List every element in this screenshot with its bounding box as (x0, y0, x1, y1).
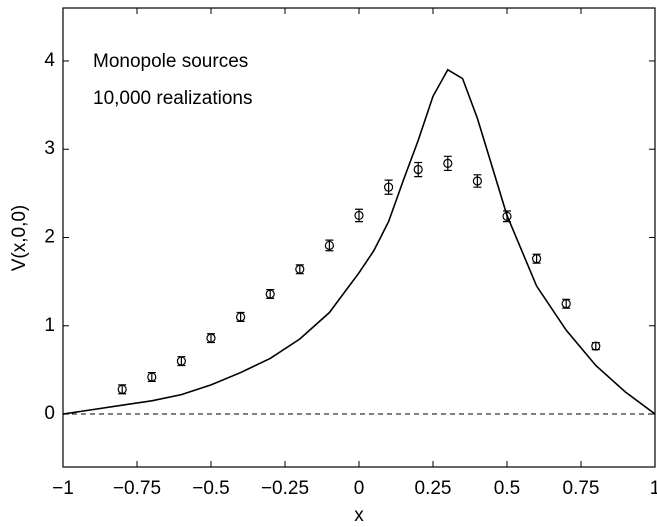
x-tick-label: 0 (354, 478, 365, 499)
x-tick-label: 1 (650, 478, 657, 499)
marker (443, 158, 453, 168)
y-tick-label: 0 (44, 403, 55, 424)
y-tick-label: 4 (44, 50, 55, 71)
marker (384, 182, 394, 192)
marker (117, 384, 127, 394)
error-bar (384, 179, 393, 195)
plot-frame (62, 7, 656, 468)
marker (176, 356, 186, 366)
marker (561, 299, 571, 309)
curve (62, 68, 656, 415)
error-bar (414, 161, 423, 178)
x-tick-label: −0.25 (261, 478, 309, 499)
x-tick-label: −1 (52, 478, 74, 499)
x-tick-label: 0.25 (415, 478, 452, 499)
annotation: 10,000 realizations (93, 88, 253, 109)
marker (147, 372, 157, 382)
marker (354, 210, 364, 221)
x-tick-label: −0.75 (113, 478, 161, 499)
marker (591, 341, 601, 351)
y-tick-label: 1 (44, 315, 55, 336)
marker (472, 176, 482, 186)
y-tick-label: 2 (44, 227, 55, 248)
x-tick-label: −0.5 (192, 478, 230, 499)
marker (502, 211, 512, 221)
x-tick-label: 0.5 (494, 478, 520, 499)
marker (236, 312, 246, 322)
marker (413, 164, 423, 175)
annotation: Monopole sources (93, 51, 248, 72)
x-axis-label: x (354, 505, 364, 526)
y-axis-label: V(x,0,0) (9, 205, 30, 272)
error-bar (443, 155, 452, 172)
x-tick-label: 0.75 (563, 478, 600, 499)
marker (295, 264, 305, 274)
marker (531, 254, 542, 264)
y-tick-label: 3 (44, 138, 55, 159)
marker (265, 289, 275, 299)
marker (206, 333, 216, 343)
marker (324, 240, 334, 251)
